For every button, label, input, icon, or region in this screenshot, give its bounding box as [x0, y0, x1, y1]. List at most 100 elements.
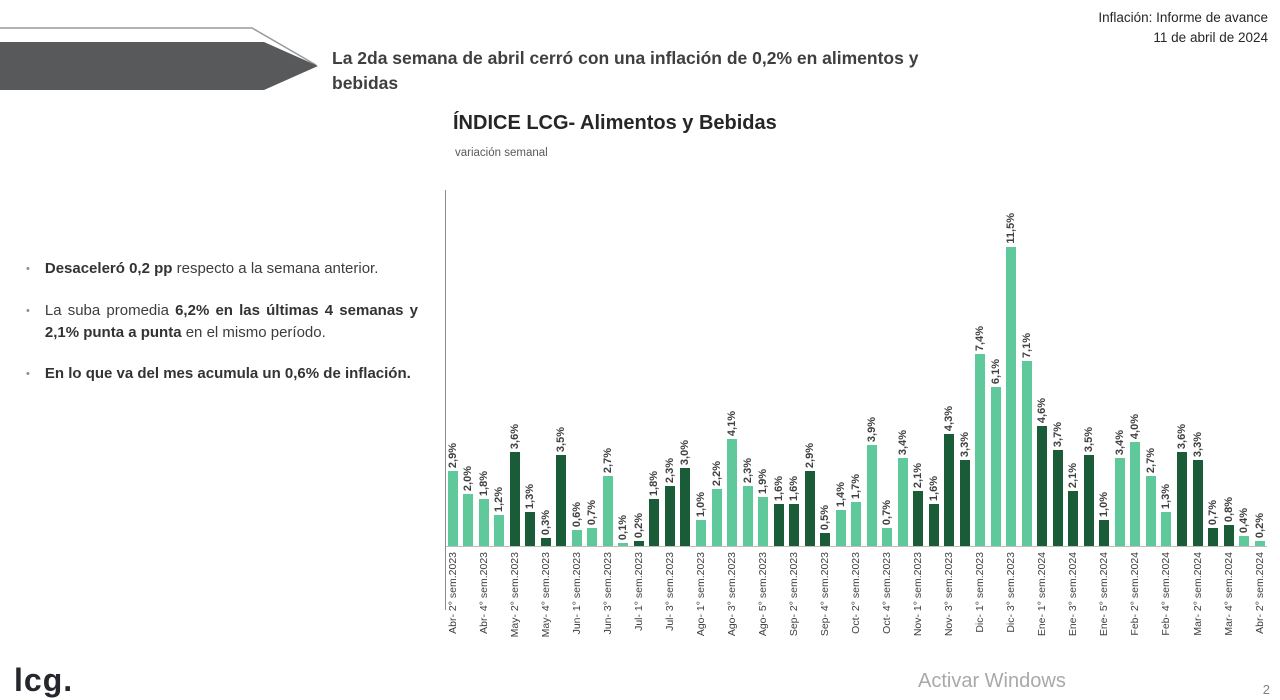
bar-value-label: 1,6%: [927, 476, 940, 502]
x-label-slot: Jun- 3° sem.2023: [600, 547, 616, 659]
x-label-slot: May- 2° sem.2023: [507, 547, 523, 659]
x-axis-label: Sep- 4° sem.2023: [819, 552, 832, 637]
report-info: Inflación: Informe de avance 11 de abril…: [1098, 8, 1268, 49]
x-label-slot: [585, 547, 601, 659]
bar: [664, 486, 675, 546]
chart-subtitle: variación semanal: [455, 147, 548, 159]
x-label-slot: [1112, 547, 1128, 659]
bar-slot: 2,1%: [910, 463, 926, 546]
bar-value-label: 0,1%: [617, 515, 630, 541]
bar: [1161, 512, 1172, 546]
bar-value-label: 1,3%: [524, 484, 537, 510]
bar: [618, 543, 629, 546]
bar: [866, 444, 877, 546]
bar-value-label: 7,1%: [1020, 333, 1033, 359]
bar-value-label: 7,4%: [974, 325, 987, 351]
bar-value-label: 1,6%: [772, 476, 785, 502]
bar: [587, 527, 598, 546]
x-label-slot: Nov- 1° sem.2023: [910, 547, 926, 659]
bar: [1176, 452, 1187, 546]
bar-value-label: 3,3%: [958, 432, 971, 458]
x-label-slot: Oct- 4° sem.2023: [879, 547, 895, 659]
bar: [928, 504, 939, 546]
bar-value-label: 3,6%: [508, 424, 521, 450]
bar-value-label: 3,5%: [555, 426, 568, 452]
x-label-slot: [771, 547, 787, 659]
x-label-slot: Nov- 3° sem.2023: [942, 547, 958, 659]
bar-chart: 2,9% 2,0% 1,8% 1,2% 3,6% 1,3% 0,3% 3,5% 0,6% 0,7%…: [445, 190, 1267, 659]
bar-slot: 0,7%: [879, 500, 895, 546]
bar: [959, 460, 970, 546]
bar: [447, 470, 458, 546]
bar-slot: 4,0%: [1128, 414, 1144, 546]
bullet-text: En lo que va del mes acumula un 0,6% de …: [44, 365, 411, 383]
x-label-slot: [1205, 547, 1221, 659]
bar-slot: 3,3%: [1190, 432, 1206, 546]
bar: [727, 439, 738, 546]
x-axis-label: Oct- 4° sem.2023: [881, 552, 894, 634]
bar-value-label: 0,7%: [1207, 499, 1220, 525]
bar-value-label: 2,1%: [1067, 463, 1080, 489]
bar-value-label: 1,3%: [1160, 484, 1173, 510]
x-label-slot: [833, 547, 849, 659]
x-label-slot: Abr- 2° sem.2023: [445, 547, 461, 659]
bar: [494, 514, 505, 546]
x-label-slot: [709, 547, 725, 659]
x-axis-label: Nov- 1° sem.2023: [912, 552, 925, 637]
bar-value-label: 0,6%: [570, 502, 583, 528]
headline-arrow-banner: [0, 27, 318, 90]
bar: [1068, 491, 1079, 546]
x-axis-label: Jun- 1° sem.2023: [570, 552, 583, 635]
bar: [851, 501, 862, 546]
x-axis-label: Abr- 2° sem.2024: [1253, 552, 1266, 634]
page-number: 2: [1262, 682, 1270, 697]
bar-value-label: 2,7%: [1144, 447, 1157, 473]
bar-slot: 3,3%: [957, 432, 973, 546]
bar: [975, 353, 986, 546]
bar: [1192, 460, 1203, 546]
bar-slot: 2,1%: [1066, 463, 1082, 546]
bar-slot: 1,6%: [771, 476, 787, 546]
bar: [882, 527, 893, 546]
bar-value-label: 1,9%: [757, 468, 770, 494]
x-axis-label: Feb- 2° sem.2024: [1129, 552, 1142, 636]
bar-slot: 3,5%: [1081, 427, 1097, 546]
x-axis-label: Ene- 5° sem.2024: [1098, 552, 1111, 637]
bar-value-label: 4,3%: [943, 406, 956, 432]
bar-slot: 0,3%: [538, 510, 554, 546]
bar: [773, 504, 784, 546]
x-label-slot: [1081, 547, 1097, 659]
bar: [680, 468, 691, 546]
x-axis-label: Mar- 4° sem.2024: [1222, 552, 1235, 636]
bar-slot: 2,7%: [600, 448, 616, 546]
bar: [696, 520, 706, 546]
banner-accent-line: [0, 27, 317, 66]
x-axis-label: Ago- 3° sem.2023: [726, 552, 739, 637]
bar-value-label: 1,0%: [695, 491, 707, 517]
bar: [1208, 527, 1219, 546]
bar-value-label: 3,0%: [679, 439, 692, 465]
x-label-slot: Dic- 3° sem.2023: [1004, 547, 1020, 659]
x-label-slot: [1174, 547, 1190, 659]
bar-slot: 3,4%: [1112, 430, 1128, 546]
bar-slot: 0,6%: [569, 502, 585, 546]
bullet-list: • Desaceleró 0,2 pp respecto a la semana …: [20, 258, 418, 405]
x-label-slot: Ene- 5° sem.2024: [1097, 547, 1113, 659]
bar: [835, 509, 846, 546]
bar-value-label: 2,3%: [663, 458, 676, 484]
chart-title: ÍNDICE LCG- Alimentos y Bebidas: [453, 112, 777, 134]
bar: [1130, 442, 1141, 546]
bar-slot: 3,0%: [678, 440, 694, 546]
bullet-marker-icon: •: [26, 304, 30, 317]
bar-slot: 2,2%: [709, 461, 725, 546]
bar-slot: 11,5%: [1004, 213, 1020, 546]
bar-value-label: 1,2%: [493, 486, 506, 512]
x-label-slot: Mar- 4° sem.2024: [1221, 547, 1237, 659]
activate-windows-watermark: Activar Windows: [918, 670, 1066, 692]
bar-slot: 7,1%: [1019, 333, 1035, 546]
x-label-slot: [802, 547, 818, 659]
bar-slot: 2,9%: [802, 443, 818, 546]
bullet-text: La suba promedia 6,2% en las últimas 4 s…: [44, 301, 419, 341]
bullet-item: • Desaceleró 0,2 pp respecto a la semana …: [20, 258, 418, 280]
bar: [789, 504, 800, 546]
